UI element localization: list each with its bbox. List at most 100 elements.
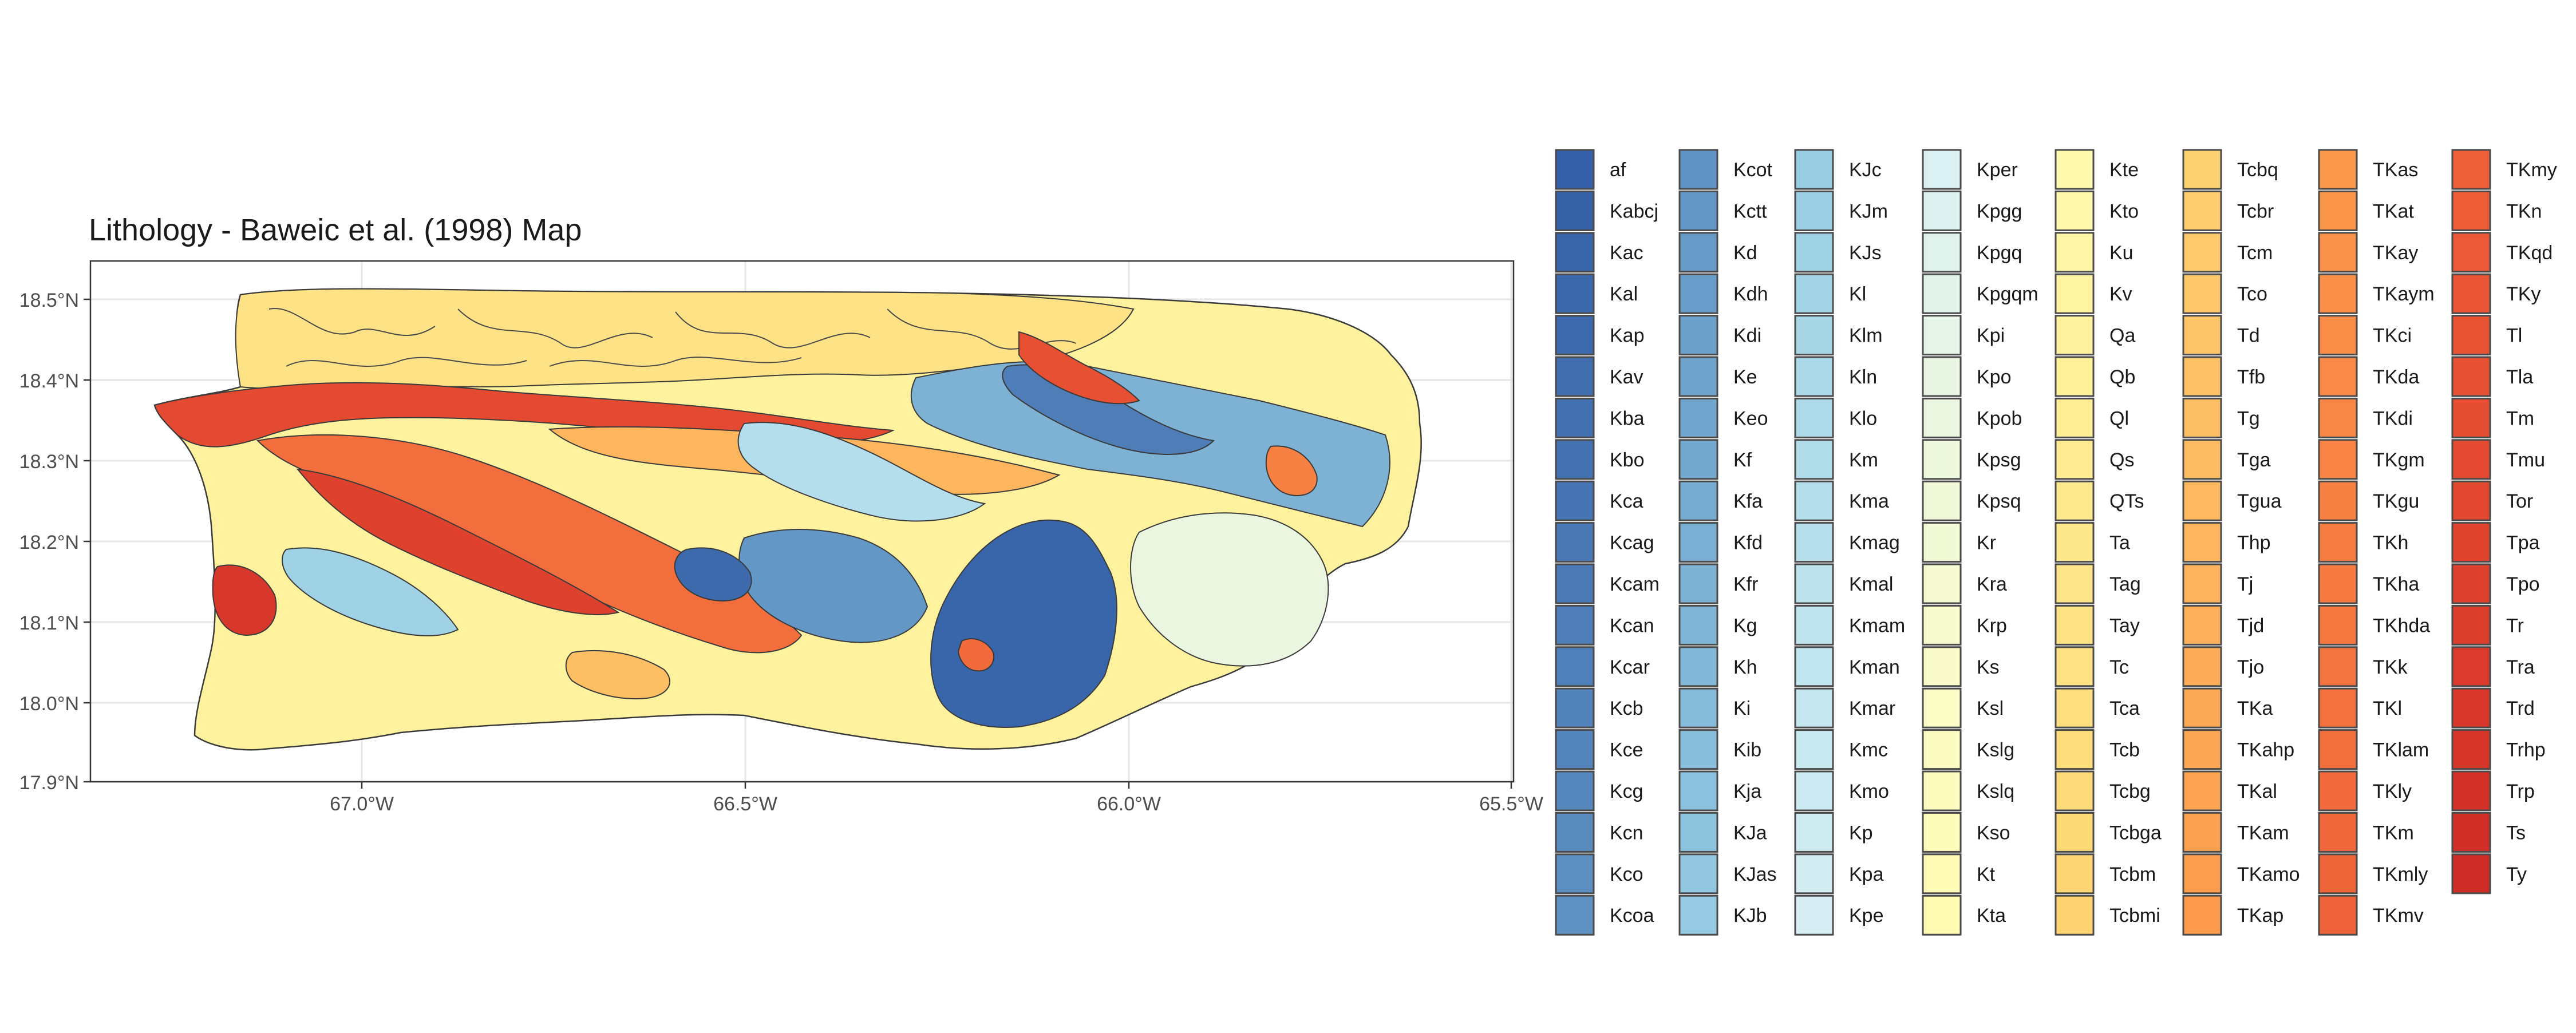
y-tick-label: 18.2°N <box>19 532 79 553</box>
legend-label: TKhda <box>2373 615 2430 636</box>
legend-swatch <box>2451 687 2491 729</box>
legend-item: Kcg <box>1555 770 1643 812</box>
legend-label: Tjo <box>2237 656 2264 678</box>
legend-item: QTs <box>2055 480 2144 521</box>
legend-item: Kap <box>1555 315 1645 356</box>
legend-item: Qs <box>2055 439 2134 480</box>
legend-label: TKam <box>2237 822 2289 844</box>
legend-item: Kl <box>1794 273 1866 314</box>
legend-swatch <box>1922 853 1962 895</box>
legend-item: TKap <box>2182 895 2283 936</box>
legend-swatch <box>1678 853 1718 895</box>
legend-label: Ku <box>2109 242 2134 264</box>
legend-label: TKaym <box>2373 283 2435 305</box>
legend-swatch <box>1678 397 1718 438</box>
legend-swatch <box>1555 522 1595 563</box>
legend-label: Tgua <box>2237 490 2282 512</box>
legend-swatch <box>1555 770 1595 812</box>
legend-label: Kabcj <box>1610 200 1658 222</box>
legend-swatch <box>2055 646 2095 687</box>
legend-swatch <box>1922 356 1962 397</box>
legend-label: Keo <box>1733 407 1768 429</box>
legend-label: Tjd <box>2237 615 2264 636</box>
legend-item: Tjd <box>2182 604 2264 646</box>
legend-item: Tor <box>2451 480 2533 521</box>
legend-item: Kp <box>1794 812 1873 853</box>
y-tick-label: 18.0°N <box>19 693 79 715</box>
legend-swatch <box>1922 439 1962 480</box>
legend-label: Kmal <box>1849 573 1893 595</box>
legend-label: Ki <box>1733 698 1751 719</box>
legend-swatch <box>1678 646 1718 687</box>
legend-item: Ty <box>2451 853 2527 895</box>
legend-label: Kce <box>1610 739 1643 761</box>
legend-swatch <box>2318 895 2358 936</box>
legend-item: TKhda <box>2318 604 2430 646</box>
legend-label: Kdi <box>1733 325 1761 347</box>
legend-item: Kso <box>1922 812 2010 853</box>
legend-swatch <box>1678 895 1718 936</box>
legend-label: Kca <box>1610 490 1643 512</box>
legend-label: TKdi <box>2373 407 2413 429</box>
legend-item: Kib <box>1678 729 1761 770</box>
legend-label: Kpo <box>1977 366 2012 388</box>
legend-item: Tcbq <box>2182 149 2278 190</box>
legend-item: Kpo <box>1922 356 2012 397</box>
legend-item: Kctt <box>1678 190 1767 231</box>
legend-swatch <box>1794 315 1834 356</box>
legend-item: TKmy <box>2451 149 2557 190</box>
legend-swatch <box>1678 729 1718 770</box>
legend-label: TKal <box>2237 781 2277 802</box>
legend-label: Kpsq <box>1977 490 2021 512</box>
legend-swatch <box>2451 232 2491 273</box>
map-title: Lithology - Baweic et al. (1998) Map <box>89 213 582 247</box>
legend-swatch <box>2055 232 2095 273</box>
legend-label: Ty <box>2506 864 2527 885</box>
legend-swatch <box>1794 604 1834 646</box>
legend-label: Kpe <box>1849 905 1884 927</box>
legend-item: Tcbmi <box>2055 895 2160 936</box>
legend-swatch <box>2055 853 2095 895</box>
legend-label: Tcbg <box>2109 781 2151 802</box>
legend-label: Kco <box>1610 864 1643 885</box>
legend-swatch <box>1555 273 1595 314</box>
legend-label: KJc <box>1849 159 1882 181</box>
legend-label: Krp <box>1977 615 2007 636</box>
legend-swatch <box>2451 604 2491 646</box>
legend-swatch <box>2451 853 2491 895</box>
legend-swatch <box>2318 232 2358 273</box>
legend-swatch <box>2182 853 2222 895</box>
legend-label: Kv <box>2109 283 2132 305</box>
legend-swatch <box>1922 895 1962 936</box>
legend-item: Kcn <box>1555 812 1643 853</box>
legend-item: Thp <box>2182 522 2271 563</box>
legend-label: Ks <box>1977 656 2000 678</box>
legend-item: TKahp <box>2182 729 2294 770</box>
legend-label: TKly <box>2373 781 2412 802</box>
y-tick-label: 18.1°N <box>19 612 79 634</box>
legend-item: Ksl <box>1922 687 2004 729</box>
legend-label: Trhp <box>2506 739 2546 761</box>
legend-swatch <box>1678 190 1718 231</box>
legend-label: Thp <box>2237 532 2271 554</box>
legend-item: KJa <box>1678 812 1767 853</box>
legend-swatch <box>2182 812 2222 853</box>
legend-swatch <box>2055 604 2095 646</box>
legend-swatch <box>2182 563 2222 604</box>
legend-label: Kcn <box>1610 822 1643 844</box>
legend-label: Tca <box>2109 698 2140 719</box>
legend-swatch <box>1922 190 1962 231</box>
legend-item: TKk <box>2318 646 2408 687</box>
legend-swatch <box>1922 273 1962 314</box>
legend-label: Tay <box>2109 615 2140 636</box>
legend-item: Tga <box>2182 439 2271 480</box>
legend-item: Trhp <box>2451 729 2546 770</box>
legend-label: Kcoa <box>1610 905 1654 927</box>
legend-swatch <box>2055 687 2095 729</box>
legend-swatch <box>2182 522 2222 563</box>
y-tick-label: 17.9°N <box>19 772 79 794</box>
legend-swatch <box>1922 149 1962 190</box>
legend-label: Tcbq <box>2237 159 2278 181</box>
legend-swatch <box>2318 273 2358 314</box>
legend-item: KJc <box>1794 149 1882 190</box>
